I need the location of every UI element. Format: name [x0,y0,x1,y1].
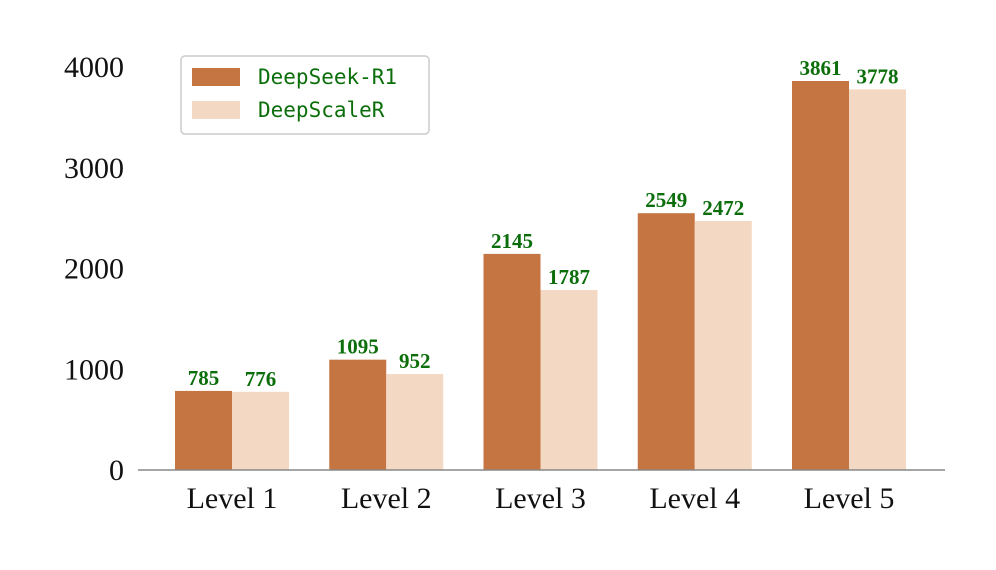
y-tick-label: 0 [109,454,124,487]
x-tick-label: Level 4 [649,482,740,515]
legend-box [180,55,430,135]
x-tick-label: Level 5 [804,482,895,515]
legend: DeepSeek-R1 DeepScaleR [180,55,430,135]
bar-deepseek-r1-level-5 [792,81,849,471]
bar-deepseek-r1-level-3 [483,253,541,470]
bar-deepseek-r1-level-4 [637,213,695,471]
data-label: 1787 [548,265,590,289]
data-label: 776 [245,367,277,391]
bar-deepscaler-level-4 [694,220,752,470]
y-tick-label: 4000 [64,51,124,84]
x-tick-label: Level 3 [495,482,586,515]
bar-deepseek-r1-level-1 [175,390,232,470]
legend-swatch-deepscaler [192,101,240,119]
data-label: 785 [188,366,220,390]
x-tick-label: Level 1 [187,482,278,515]
bar-deepscaler-level-5 [849,89,906,470]
bar-deepscaler-level-2 [386,374,444,470]
data-label: 2549 [645,188,687,212]
y-tick-label: 1000 [64,353,124,386]
legend-label-deepseek-r1: DeepSeek-R1 [258,65,397,89]
data-label: 2145 [491,229,533,253]
data-label: 3861 [800,56,842,80]
bars [175,81,906,471]
bar-deepscaler-level-1 [232,391,289,470]
data-label: 2472 [702,196,744,220]
data-label: 3778 [857,64,899,88]
y-tick-label: 2000 [64,253,124,286]
bar-deepscaler-level-3 [540,289,598,470]
y-tick-label: 3000 [64,152,124,185]
data-label: 952 [399,349,431,373]
legend-swatch-deepseek-r1 [192,68,240,86]
data-label: 1095 [337,335,379,359]
x-axis-labels: Level 1 Level 2 Level 3 Level 4 Level 5 [187,482,895,515]
x-tick-label: Level 2 [341,482,432,515]
data-labels: 785 776 1095 952 2145 1787 2549 2472 3861 3778 [188,56,899,391]
legend-label-deepscaler: DeepScaleR [258,98,385,122]
y-axis-ticks: 0 1000 2000 3000 4000 [64,51,124,487]
bar-deepseek-r1-level-2 [329,359,387,470]
